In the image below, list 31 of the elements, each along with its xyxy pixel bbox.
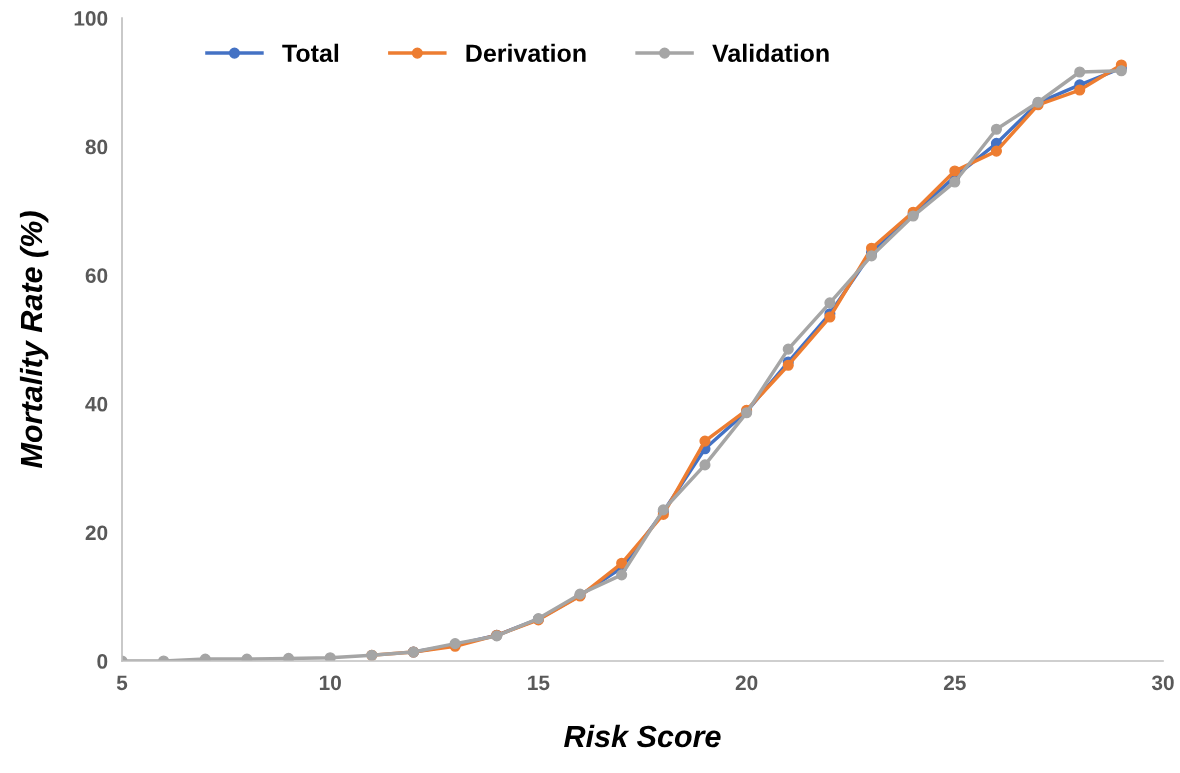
point — [824, 297, 836, 309]
point — [990, 145, 1002, 157]
y-tick-label: 40 — [85, 396, 108, 412]
legend-label: Derivation — [466, 43, 586, 63]
y-tick-label: 60 — [85, 268, 108, 283]
point — [699, 435, 711, 447]
point — [616, 557, 628, 569]
y-axis-title: Mortality Rate (%) — [19, 211, 49, 468]
y-tick-label: 80 — [85, 139, 108, 155]
legend-label: Validation — [712, 43, 829, 63]
x-axis-title: Risk Score — [564, 724, 721, 748]
point — [699, 459, 711, 471]
point — [782, 343, 794, 355]
point — [990, 123, 1002, 135]
legend-label: Total — [282, 43, 339, 63]
point — [616, 569, 628, 581]
point — [283, 652, 295, 661]
point — [324, 652, 336, 661]
x-tick-label: 10 — [319, 675, 341, 691]
x-tick-label: 25 — [943, 675, 966, 691]
point — [1074, 84, 1086, 96]
point — [1074, 66, 1086, 78]
point — [949, 165, 961, 177]
y-tick-label: 0 — [97, 654, 108, 669]
x-tick-label: 5 — [116, 675, 128, 691]
x-tick-label: 30 — [1151, 675, 1174, 691]
y-tick-label: 20 — [85, 525, 108, 541]
x-tick-label: 15 — [528, 675, 550, 691]
point — [949, 176, 961, 188]
y-tick-label: 100 — [74, 11, 108, 26]
x-tick-label: 20 — [735, 675, 758, 691]
